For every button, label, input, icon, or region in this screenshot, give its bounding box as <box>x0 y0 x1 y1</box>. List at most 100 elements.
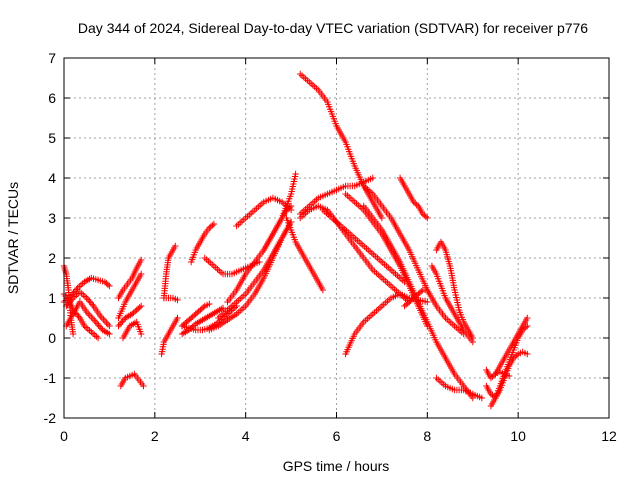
data-point <box>219 304 227 312</box>
y-axis-label: SDTVAR / TECUs <box>5 182 21 294</box>
x-tick-label: 12 <box>601 428 617 444</box>
data-point <box>184 317 192 324</box>
data-point <box>416 289 423 296</box>
data-point <box>487 374 495 382</box>
data-point <box>92 318 99 326</box>
data-point <box>69 330 77 338</box>
data-point <box>138 302 145 310</box>
data-point <box>96 323 104 330</box>
data-point <box>94 320 101 327</box>
data-point <box>415 290 422 298</box>
data-point <box>138 270 145 278</box>
data-point <box>413 201 420 208</box>
plot-frame <box>63 57 610 419</box>
x-tick-label: 0 <box>60 428 68 444</box>
grid-lines <box>64 58 609 418</box>
data-point <box>406 298 413 306</box>
data-point <box>68 296 75 303</box>
data-point <box>192 310 199 318</box>
data-point <box>86 298 93 305</box>
data-point <box>524 314 531 322</box>
data-point <box>412 200 419 207</box>
data-point <box>469 338 476 346</box>
data-point <box>188 314 195 322</box>
data-point <box>98 314 105 321</box>
data-point <box>284 205 292 212</box>
series-arc-33 <box>396 174 431 222</box>
series-arc-03 <box>60 274 113 306</box>
series-arc-10 <box>117 370 147 390</box>
series-arc-32 <box>360 202 476 402</box>
data-point <box>412 293 419 300</box>
data-point <box>140 382 147 390</box>
data-point <box>524 350 531 358</box>
data-point <box>424 286 431 294</box>
data-point <box>490 372 498 379</box>
data-point <box>200 304 207 311</box>
data-point <box>407 297 414 304</box>
data-point <box>89 315 96 322</box>
x-axis-ticks: 0 2 4 6 8 10 12 <box>60 58 617 444</box>
data-point <box>286 204 293 211</box>
series-arc-13 <box>158 314 181 358</box>
x-tick-label: 6 <box>333 428 341 444</box>
data-point <box>378 214 386 222</box>
data-point <box>369 174 376 182</box>
data-point <box>65 299 73 306</box>
data-point <box>135 305 142 312</box>
data-point <box>489 373 496 380</box>
series-arc-04 <box>63 288 113 330</box>
data-point <box>106 322 113 330</box>
data-point <box>106 330 113 338</box>
data-point <box>83 294 90 302</box>
data-point <box>198 305 205 312</box>
data-point <box>73 286 80 293</box>
series-arc-41 <box>483 366 513 382</box>
data-point <box>94 334 102 342</box>
data-point <box>410 198 417 206</box>
y-axis-ticks: -2 -1 0 1 2 3 4 5 6 7 <box>44 50 609 426</box>
series-arc-15 <box>188 220 218 266</box>
data-point <box>422 213 429 220</box>
data-point <box>85 310 92 317</box>
data-point <box>101 278 109 286</box>
data-point <box>402 301 410 308</box>
data-point <box>84 296 92 303</box>
y-tick-label: 1 <box>48 290 56 306</box>
x-tick-label: 10 <box>510 428 526 444</box>
data-point <box>287 202 295 210</box>
series-arc-08 <box>115 302 145 330</box>
data-point <box>138 330 145 338</box>
data-point <box>103 280 110 287</box>
series-arc-37 <box>433 374 485 402</box>
data-point <box>424 214 431 222</box>
data-point <box>104 281 112 288</box>
data-point <box>95 322 102 329</box>
data-point <box>64 301 71 308</box>
data-point <box>522 324 529 331</box>
data-point <box>133 306 140 314</box>
data-point <box>67 298 74 305</box>
data-point <box>401 302 408 310</box>
data-point <box>283 206 290 214</box>
y-tick-label: -2 <box>44 410 57 426</box>
data-point <box>189 313 196 320</box>
series-arc-09 <box>119 318 145 342</box>
data-point <box>172 242 179 250</box>
y-tick-label: 2 <box>48 250 56 266</box>
data-point <box>128 310 136 318</box>
data-point <box>418 288 425 295</box>
data-point <box>106 282 113 290</box>
series-arc-36 <box>428 262 476 346</box>
data-point <box>136 304 143 311</box>
data-point <box>319 286 327 294</box>
y-tick-label: 7 <box>48 50 56 66</box>
x-tick-label: 4 <box>242 428 250 444</box>
data-point <box>487 390 495 398</box>
y-tick-label: 5 <box>48 130 56 146</box>
series-arc-07 <box>115 270 145 322</box>
x-tick-label: 2 <box>151 428 159 444</box>
data-point <box>138 256 145 264</box>
